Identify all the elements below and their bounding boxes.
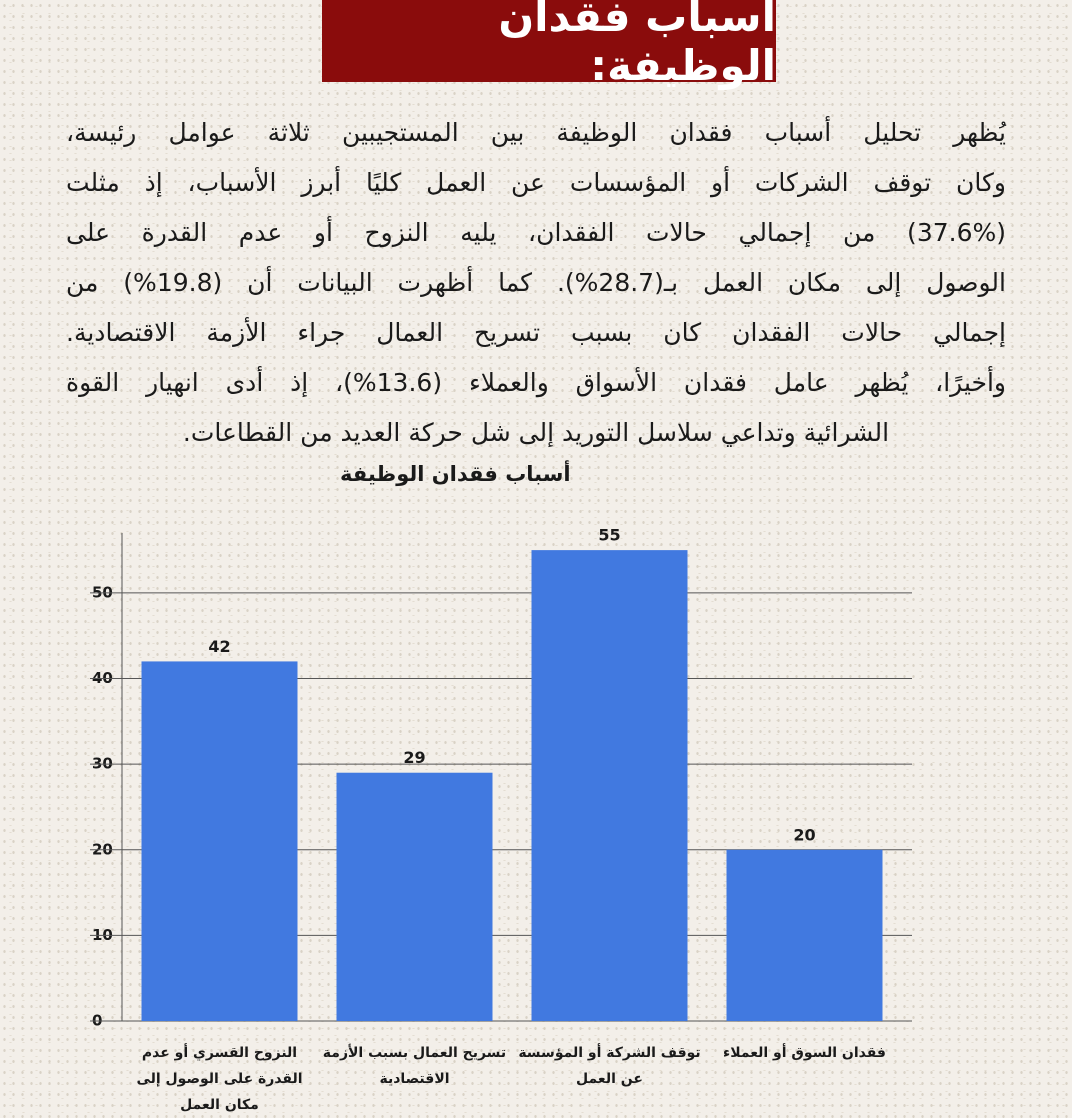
bar xyxy=(531,550,688,1021)
paragraph-line: (37.6%) من إجمالي حالات الفقدان، يليه ال… xyxy=(66,218,1006,247)
paragraph-line: وكان توقف الشركات أو المؤسسات عن العمل ك… xyxy=(66,168,1006,197)
x-tick-label: توقف الشركة أو المؤسسة عن العمل xyxy=(518,1045,701,1087)
paragraph-line: يُظهر تحليل أسباب فقدان الوظيفة بين المس… xyxy=(66,118,1006,147)
page-title: أسباب فقدان الوظيفة: xyxy=(322,0,776,90)
x-tick-label: تسريح العمال بسبب الأزمة الاقتصادية xyxy=(322,1045,507,1087)
x-tick-label: فقدان السوق أو العملاء xyxy=(723,1045,886,1061)
chart-title: أسباب فقدان الوظيفة xyxy=(340,459,571,486)
value-label: 42 xyxy=(208,637,230,656)
bar xyxy=(336,772,493,1021)
x-tick-label: النزوح القسري أو عدم القدرة على الوصول إ… xyxy=(136,1045,303,1113)
value-label: 55 xyxy=(598,526,620,545)
paragraph-line: الوصول إلى مكان العمل بـ(28.7%). كما أظه… xyxy=(66,268,1006,297)
paragraph-line: وأخيرًا، يُظهر عامل فقدان الأسواق والعمل… xyxy=(66,368,1006,397)
paragraph: يُظهر تحليل أسباب فقدان الوظيفة بين المس… xyxy=(66,108,1006,458)
paragraph-line: الشرائية وتداعي سلاسل التوريد إلى شل حرك… xyxy=(182,418,890,447)
bar xyxy=(726,849,883,1021)
paragraph-line: إجمالي حالات الفقدان كان بسبب تسريح العم… xyxy=(66,318,1006,347)
value-label: 29 xyxy=(403,748,425,767)
bar xyxy=(141,661,298,1021)
value-label: 20 xyxy=(793,825,815,844)
